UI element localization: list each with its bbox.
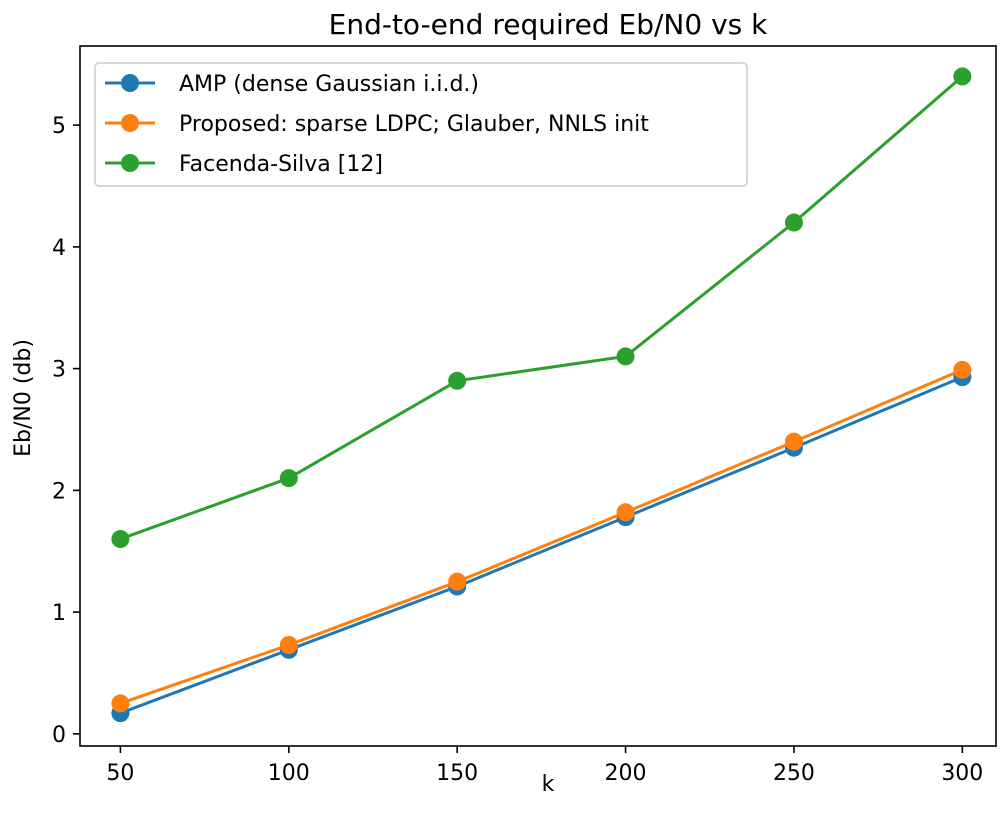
- legend: AMP (dense Gaussian i.i.d.) Proposed: spa…: [94, 62, 748, 187]
- y-tick-label: 4: [52, 236, 66, 261]
- data-point: [953, 67, 972, 86]
- data-point: [784, 213, 803, 232]
- x-axis-label: k: [542, 772, 555, 797]
- chart-title: End-to-end required Eb/N0 vs k: [329, 8, 769, 41]
- data-point: [953, 360, 972, 379]
- legend-label: Facenda-Silva [12]: [179, 152, 383, 177]
- legend-label: Proposed: sparse LDPC; Glauber, NNLS ini…: [179, 112, 649, 137]
- data-point: [111, 694, 130, 713]
- y-axis-label: Eb/N0 (db): [11, 339, 36, 457]
- data-point: [448, 371, 467, 390]
- legend-marker: [121, 114, 139, 132]
- axes-frame: [79, 45, 997, 747]
- x-tick-label: 100: [268, 761, 310, 786]
- x-tick-label: 150: [436, 761, 478, 786]
- data-point: [111, 530, 130, 549]
- x-tick-label: 50: [106, 761, 134, 786]
- data-point: [616, 347, 635, 366]
- series-line-1: [119, 368, 963, 705]
- legend-marker: [121, 154, 139, 172]
- series-line-2: [119, 75, 964, 541]
- y-tick-label: 0: [52, 723, 66, 748]
- data-point: [448, 572, 467, 591]
- y-tick-label: 1: [52, 601, 66, 626]
- data-point: [616, 503, 635, 522]
- y-tick-label: 2: [52, 479, 66, 504]
- data-point: [279, 635, 298, 654]
- plot-area: [111, 67, 972, 723]
- data-point: [784, 432, 803, 451]
- series-line-0: [119, 375, 963, 715]
- legend-label: AMP (dense Gaussian i.i.d.): [179, 72, 479, 97]
- legend-box: [94, 62, 748, 187]
- data-point: [279, 469, 298, 488]
- y-tick-label: 5: [52, 114, 66, 139]
- x-tick-label: 250: [773, 761, 815, 786]
- legend-marker: [121, 74, 139, 92]
- axes: 50 100 150 200 250 300 0 1 2 3 4 5: [52, 45, 997, 786]
- y-tick-label: 3: [52, 358, 66, 383]
- x-tick-label: 300: [941, 761, 983, 786]
- x-tick-label: 200: [605, 761, 647, 786]
